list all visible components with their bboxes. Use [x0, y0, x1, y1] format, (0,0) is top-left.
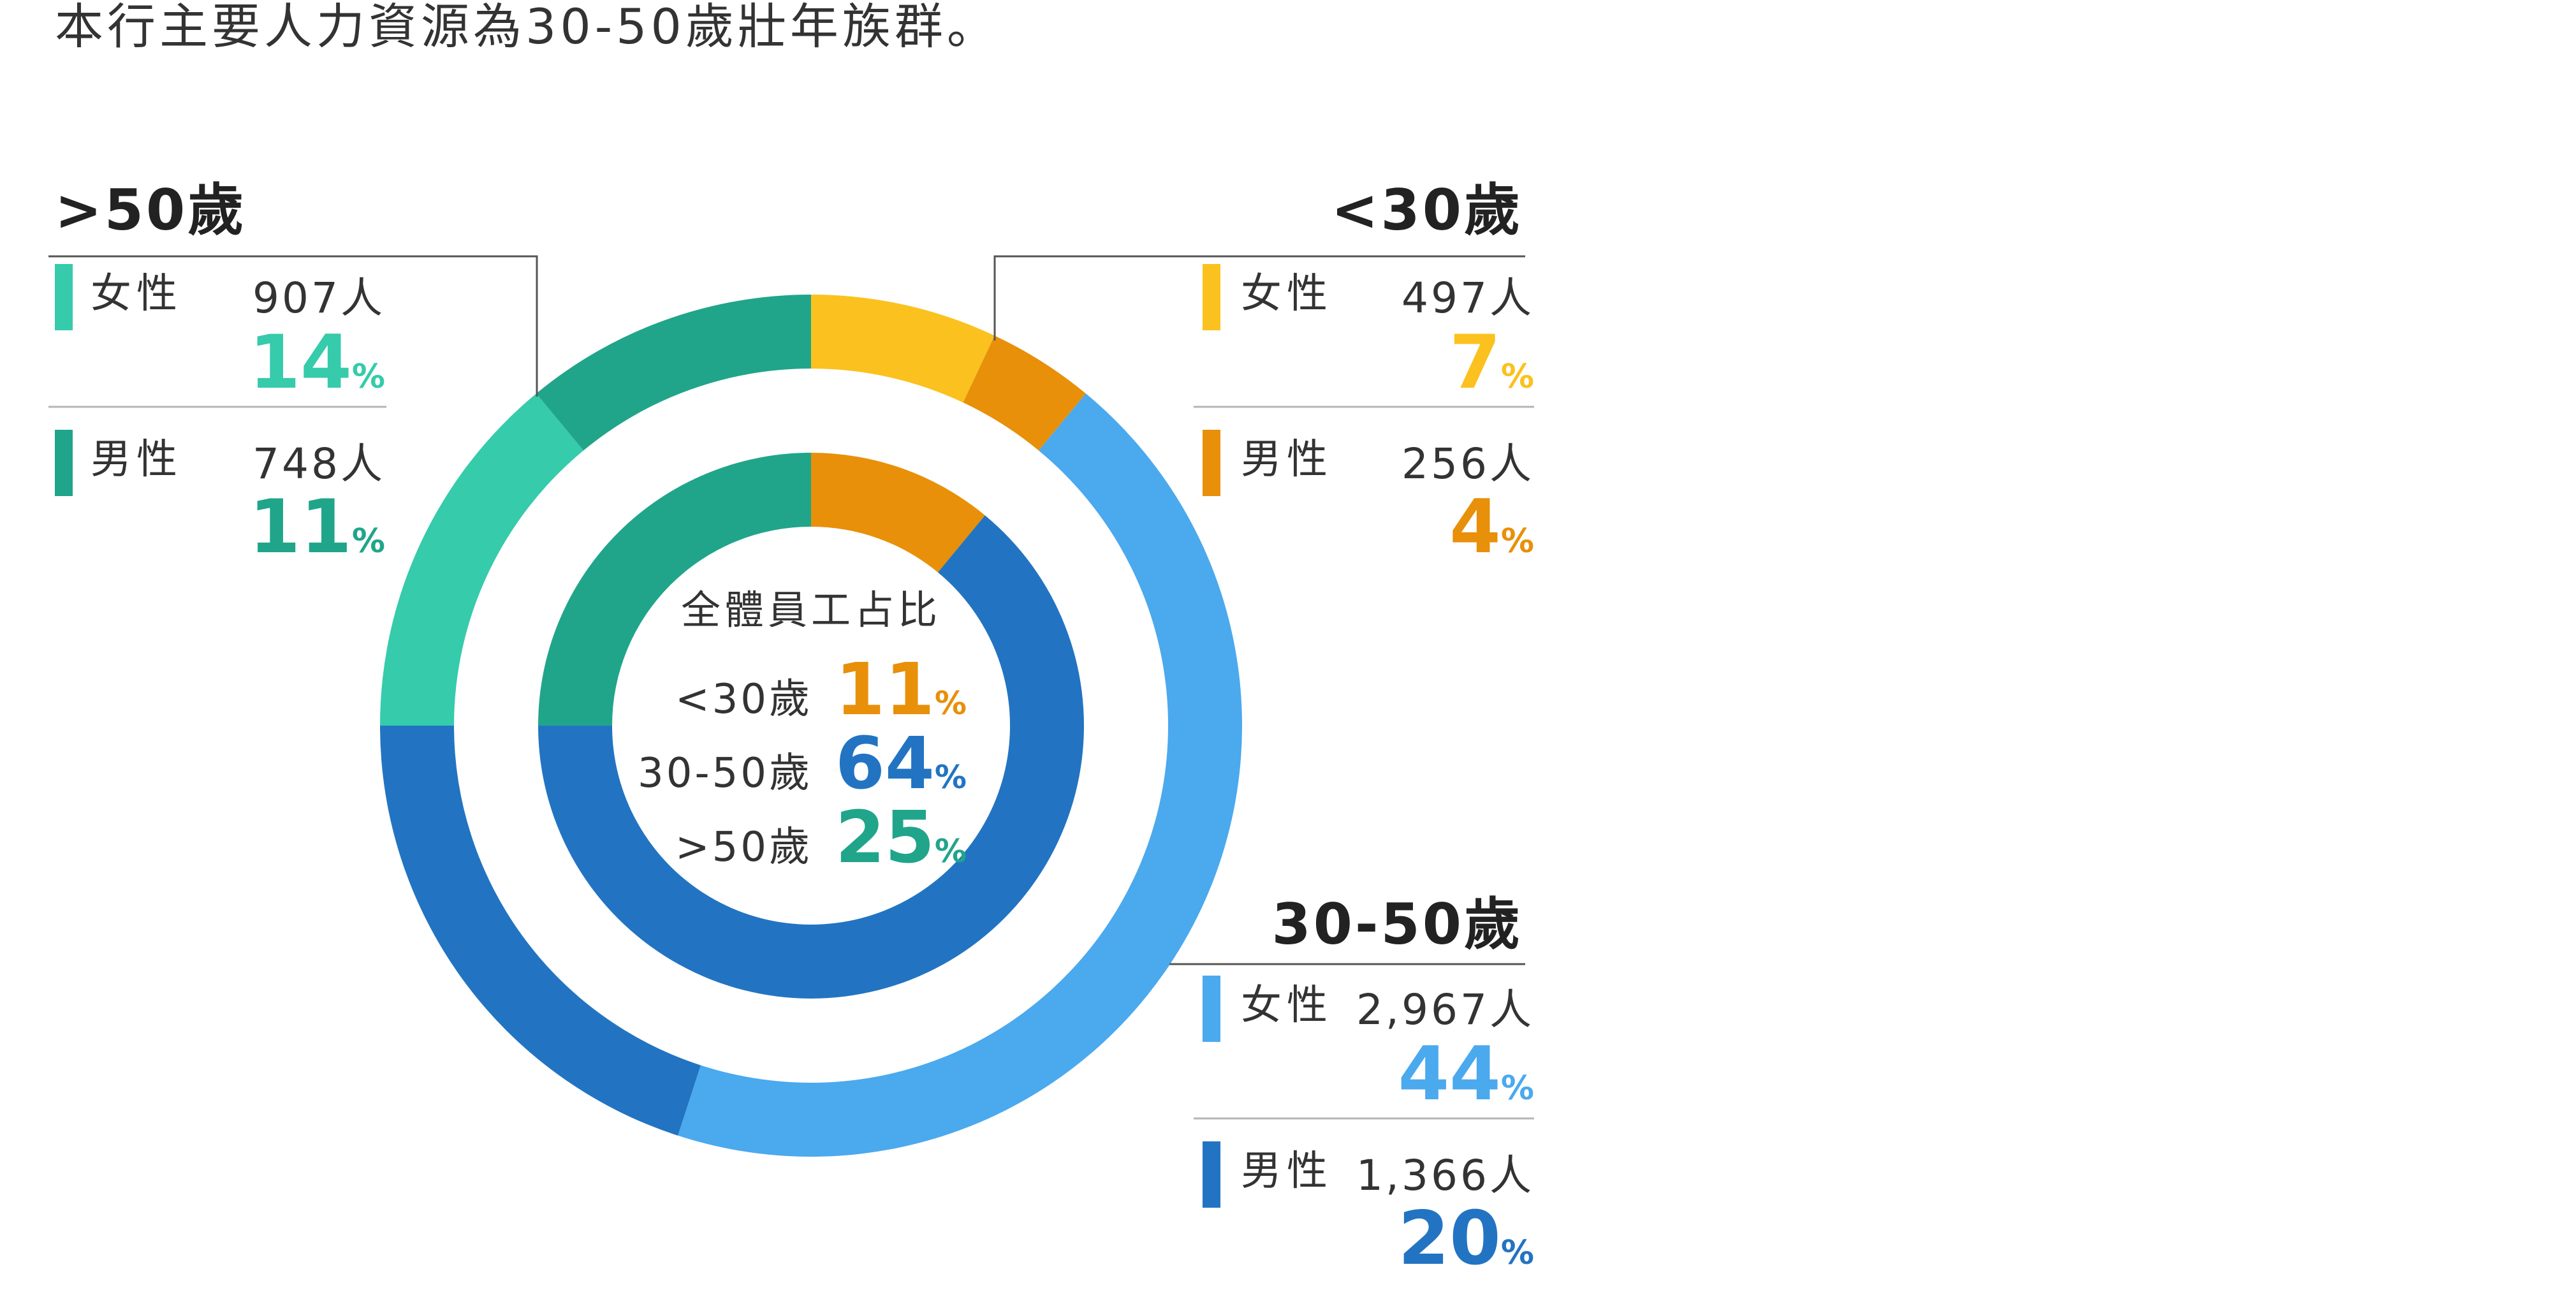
count-under30-female: 497人: [1401, 274, 1534, 323]
outer-ring-slice-over50-female: [380, 393, 584, 726]
pct-over50-male: 11%: [249, 484, 385, 570]
outer-ring-slice-mid-female: [678, 393, 1242, 1157]
outer-ring-slice-under30-male: [963, 335, 1086, 451]
center-label-mid: 30-50歲: [638, 750, 812, 797]
center-pct-under30: 11%: [835, 648, 967, 731]
outer-ring-slice-mid-male: [380, 726, 701, 1136]
intro-text: 本行主要人力資源為30-50歲壯年族群。: [55, 0, 999, 55]
group-over50: >50歲 女性 907人 14% 男性 748人 11%: [55, 177, 385, 570]
count-mid-male: 1,366人: [1356, 1151, 1534, 1200]
legend-swatch-over50-female: [55, 264, 73, 330]
pct-under30-male: 4%: [1449, 484, 1534, 570]
center-pct-over50: 25%: [835, 796, 967, 879]
label-over50-female: 女性: [91, 270, 182, 318]
legend-swatch-over50-male: [55, 430, 73, 496]
label-over50-male: 男性: [91, 436, 182, 483]
count-under30-male: 256人: [1401, 439, 1534, 488]
leader-line-under30: [993, 255, 1525, 341]
group-under30: <30歲 女性 497人 7% 男性 256人 4%: [1203, 177, 1534, 570]
legend-swatch-mid-female: [1203, 976, 1220, 1042]
inner-ring: [538, 452, 1084, 999]
center-summary: 全體員工占比 <30歲 11% 30-50歲 64% >50歲 25%: [638, 587, 967, 879]
outer-ring: [380, 295, 1242, 1157]
leader-line-over50: [48, 255, 538, 397]
group-title-under30: <30歲: [1331, 177, 1523, 243]
outer-ring-slice-under30-female: [811, 295, 995, 403]
center-title: 全體員工占比: [681, 587, 941, 633]
label-under30-male: 男性: [1241, 436, 1333, 483]
center-label-over50: >50歲: [675, 824, 812, 871]
count-over50-female: 907人: [252, 274, 385, 323]
center-label-under30: <30歲: [675, 676, 812, 723]
label-under30-female: 女性: [1241, 270, 1333, 318]
pct-mid-female: 44%: [1398, 1031, 1534, 1117]
group-title-over50: >50歲: [55, 177, 246, 243]
inner-ring-slice-under30: [811, 452, 985, 573]
pct-mid-male: 20%: [1398, 1196, 1534, 1282]
legend-swatch-under30-male: [1203, 430, 1220, 496]
center-pct-mid: 64%: [835, 722, 967, 805]
legend-swatch-under30-female: [1203, 264, 1220, 330]
pct-over50-female: 14%: [249, 319, 385, 406]
group-mid: 30-50歲 女性 2,967人 44% 男性 1,366人 20%: [1203, 891, 1534, 1282]
legend-swatch-mid-male: [1203, 1141, 1220, 1208]
pct-under30-female: 7%: [1449, 319, 1534, 406]
count-over50-male: 748人: [252, 439, 385, 488]
inner-ring-slice-over50: [538, 453, 811, 726]
count-mid-female: 2,967人: [1356, 985, 1534, 1034]
group-title-mid: 30-50歲: [1272, 891, 1523, 957]
outer-ring-slice-over50-male: [536, 295, 811, 451]
label-mid-male: 男性: [1241, 1148, 1333, 1195]
inner-ring-slice-mid: [538, 515, 1084, 999]
label-mid-female: 女性: [1241, 982, 1333, 1029]
